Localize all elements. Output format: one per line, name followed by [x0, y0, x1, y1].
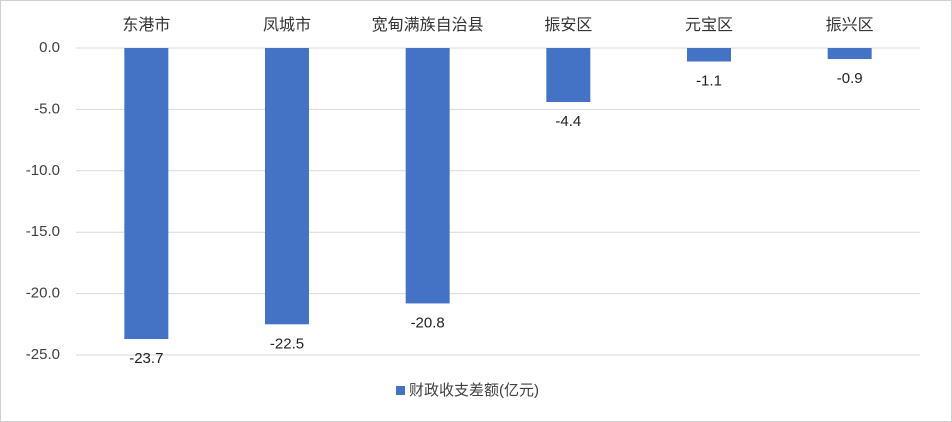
value-label: -22.5	[270, 335, 304, 352]
bar	[687, 48, 731, 62]
value-label: -4.4	[555, 113, 581, 130]
x-tick-label: 凤城市	[263, 16, 311, 34]
value-label: -20.8	[411, 314, 445, 331]
x-tick-label: 振兴区	[826, 16, 874, 34]
legend-swatch	[396, 386, 405, 395]
value-label: -0.9	[837, 70, 863, 87]
x-tick-label: 东港市	[122, 16, 170, 34]
bar	[405, 48, 450, 304]
value-label: -23.7	[129, 350, 163, 367]
bar	[124, 48, 169, 340]
bar	[546, 48, 591, 103]
legend-label: 财政收支差额(亿元)	[409, 382, 539, 399]
bar	[265, 48, 309, 325]
value-label: -1.1	[696, 72, 722, 89]
x-tick-label: 宽甸满族自治县	[372, 16, 484, 34]
x-tick-label: 元宝区	[685, 16, 733, 34]
y-tick-label: 0.0	[39, 39, 60, 56]
y-tick-label: -25.0	[26, 346, 60, 363]
y-tick-label: -10.0	[26, 162, 60, 179]
y-tick-label: -5.0	[34, 100, 60, 117]
x-tick-label: 振安区	[544, 16, 592, 34]
bar	[827, 48, 872, 60]
y-tick-label: -15.0	[26, 223, 60, 240]
y-tick-label: -20.0	[26, 285, 60, 302]
